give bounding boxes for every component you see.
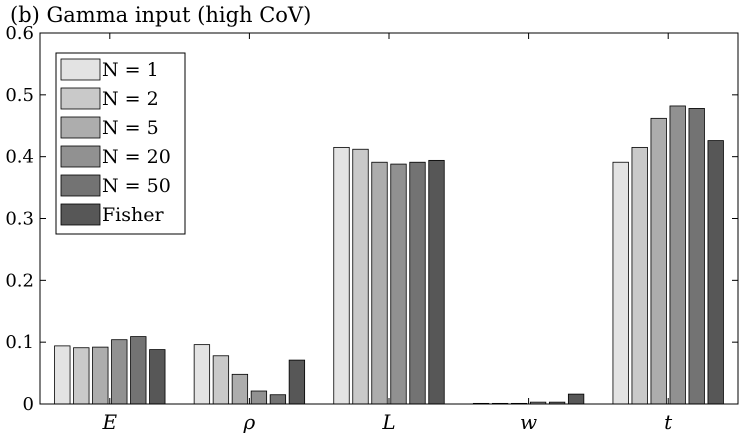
bar-E-0 [54,345,71,405]
legend-swatch [60,58,101,81]
legend-label: N = 20 [102,146,171,168]
bar-t-1 [631,146,648,405]
legend-swatch [60,174,101,197]
x-tick-label: E [101,410,117,434]
x-tick-label: t [664,410,673,434]
y-tick-label: 0.3 [5,209,34,230]
bar-ρ-4 [269,394,287,405]
legend: N = 1 N = 2 N = 5 N = 20 N = 50 Fisher [55,52,186,235]
legend-swatch [60,87,101,110]
legend-label: N = 2 [102,88,159,110]
bar-E-1 [73,347,90,405]
chart-title: (b) Gamma input (high CoV) [10,3,311,27]
bar-L-1 [352,148,369,405]
legend-label: Fisher [102,204,164,226]
bar-L-3 [390,163,407,405]
bar-t-0 [612,161,629,405]
bar-w-5 [567,393,585,405]
legend-swatch [60,145,101,168]
x-tick-label: w [520,410,537,434]
x-tick-label: ρ [243,410,256,434]
legend-swatch [60,116,101,139]
y-tick-label: 0.6 [5,23,34,44]
bar-L-4 [409,161,426,405]
legend-label: N = 50 [102,175,171,197]
legend-label: N = 1 [102,59,159,81]
bar-ρ-3 [250,390,268,405]
bar-E-5 [149,349,166,405]
bar-E-2 [92,346,109,405]
bar-E-4 [130,336,147,405]
y-tick-label: 0 [23,394,34,415]
bar-t-4 [688,108,705,405]
bar-ρ-2 [231,373,249,405]
bar-E-3 [111,339,128,405]
x-tick-label: L [381,410,395,434]
legend-swatch [60,203,101,226]
bar-ρ-1 [212,355,230,405]
bar-L-2 [371,161,388,405]
bar-t-2 [650,117,667,405]
bar-L-5 [428,159,445,405]
bar-t-5 [707,140,724,405]
bar-L-0 [333,146,350,405]
y-tick-label: 0.2 [5,270,34,291]
legend-label: N = 5 [102,117,159,139]
y-tick-label: 0.4 [5,147,34,168]
bar-t-3 [669,105,686,405]
y-axis: 0 0.1 0.2 0.3 0.4 0.5 0.6 [5,23,738,415]
bar-ρ-5 [288,359,306,405]
y-tick-label: 0.5 [5,85,34,106]
bar-ρ-0 [193,344,211,405]
y-tick-label: 0.1 [5,332,34,353]
